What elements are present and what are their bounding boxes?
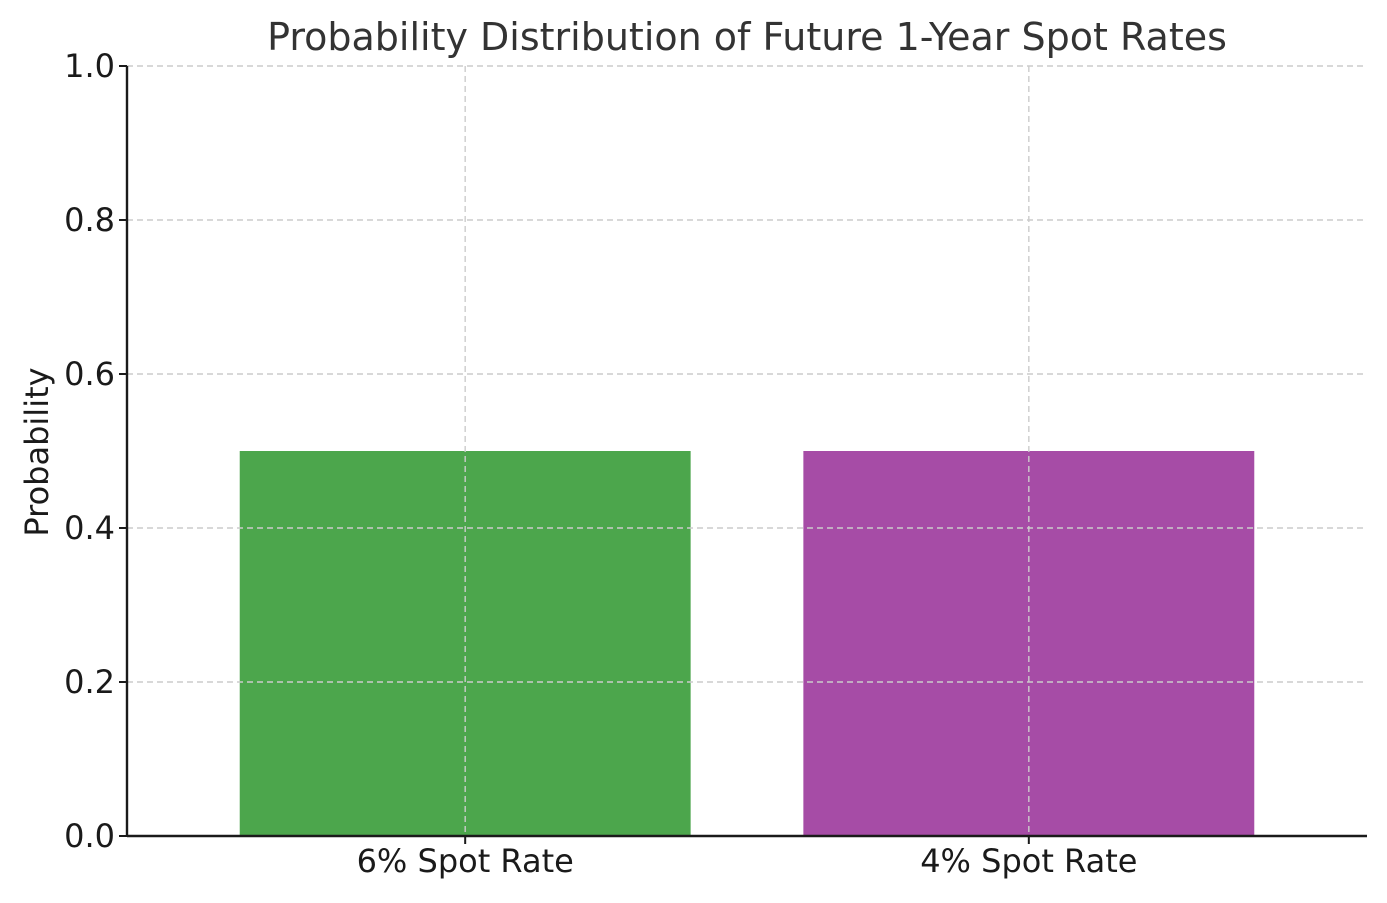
ticks-layer: 0.0 0.2 0.4 0.6 0.8 1.0 6% Spot Rate 4% Spot Ra…: [64, 47, 1137, 880]
y-tick-label: 0.4: [64, 509, 115, 547]
y-axis-label: Probability: [18, 367, 56, 536]
bars-layer: [239, 451, 1255, 836]
chart-title: Probability Distribution of Future 1-Yea…: [267, 15, 1227, 59]
y-tick-label: 1.0: [64, 47, 115, 85]
y-tick-label: 0.8: [64, 201, 115, 239]
y-tick-label: 0.6: [64, 355, 115, 393]
y-tick-label: 0.2: [64, 663, 115, 701]
axes-layer: [125, 66, 1367, 838]
x-tick-label: 6% Spot Rate: [357, 842, 574, 880]
y-tick-label: 0.0: [64, 817, 115, 855]
x-tick-label: 4% Spot Rate: [920, 842, 1137, 880]
